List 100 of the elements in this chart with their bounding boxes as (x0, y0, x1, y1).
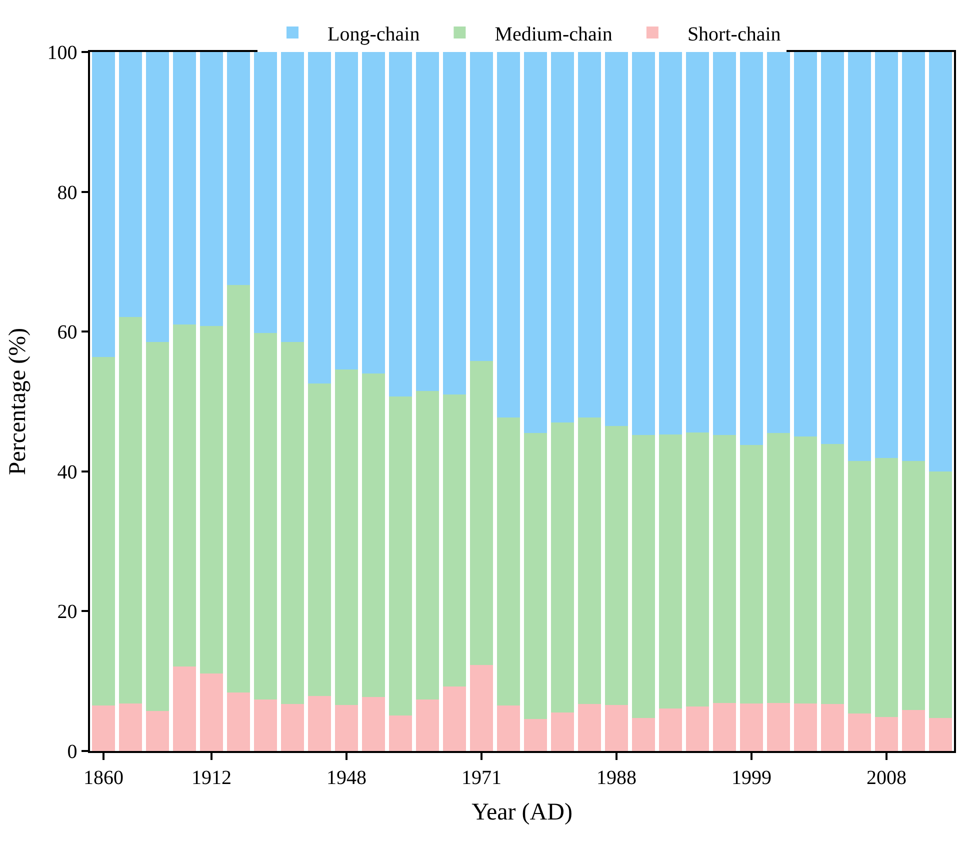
bar (308, 52, 331, 384)
x-tick-label: 1948 (326, 766, 366, 789)
bar (929, 718, 952, 751)
bar (794, 436, 817, 704)
bar (281, 342, 304, 704)
bar (146, 342, 169, 712)
bar (227, 284, 250, 692)
bar (767, 52, 790, 433)
bar (875, 716, 898, 751)
bar (119, 703, 142, 751)
bar (821, 444, 844, 704)
bar (632, 52, 655, 436)
x-tick-label: 2008 (866, 766, 906, 789)
bar (497, 706, 520, 751)
bar (497, 418, 520, 706)
y-tick-label: 20 (57, 601, 78, 624)
bar (389, 396, 412, 716)
bar (443, 52, 466, 395)
bar (281, 704, 304, 751)
bar (254, 333, 277, 700)
bar (200, 673, 223, 751)
bar (902, 460, 925, 710)
bar (416, 391, 439, 700)
y-axis-title: Percentage (%) (4, 328, 31, 476)
bar (281, 52, 304, 342)
bar (416, 699, 439, 751)
bar (173, 666, 196, 751)
bar (794, 52, 817, 436)
x-tick-label: 1999 (732, 766, 772, 789)
bar (389, 52, 412, 397)
bar (308, 696, 331, 751)
bar (227, 692, 250, 751)
bar (227, 52, 250, 285)
bar (659, 52, 682, 434)
bar (875, 458, 898, 717)
bar (929, 52, 952, 472)
bar (470, 360, 493, 666)
bar (605, 426, 628, 705)
bar (173, 52, 196, 325)
bar (146, 52, 169, 342)
bar (335, 704, 358, 751)
bar (686, 432, 709, 706)
bar (416, 52, 439, 392)
legend-label: Long-chain (328, 23, 420, 46)
y-tick-label: 60 (57, 322, 78, 344)
bar (470, 52, 493, 361)
bar (848, 52, 871, 461)
y-tick-label: 0 (67, 741, 78, 763)
x-tick-label: 1860 (84, 766, 124, 789)
bar (146, 711, 169, 751)
x-tick-label: 1988 (596, 766, 636, 789)
bar (92, 356, 115, 706)
bar (767, 432, 790, 703)
y-tick-label: 80 (57, 182, 78, 204)
bar (308, 383, 331, 696)
legend-label: Short-chain (687, 23, 781, 46)
bar (551, 422, 574, 713)
bar (524, 52, 547, 433)
legend-label: Medium-chain (494, 23, 612, 46)
bar (443, 686, 466, 751)
bar (794, 703, 817, 751)
bar (713, 435, 736, 703)
bar (848, 460, 871, 714)
bar (578, 418, 601, 704)
bar (821, 704, 844, 751)
bar (632, 435, 655, 718)
bar (443, 394, 466, 687)
x-tick-label: 1971 (462, 766, 502, 789)
bar (848, 713, 871, 751)
bar (119, 316, 142, 704)
bar (335, 369, 358, 705)
bar (686, 52, 709, 432)
bar (389, 715, 412, 751)
bar (497, 52, 520, 418)
bar (551, 52, 574, 422)
bar (254, 699, 277, 751)
bar (659, 708, 682, 751)
bar (200, 326, 223, 674)
bar (578, 52, 601, 418)
bar (524, 718, 547, 751)
bar (92, 52, 115, 357)
bar (659, 434, 682, 708)
bar (92, 706, 115, 751)
bar (767, 702, 790, 751)
bar (524, 432, 547, 719)
bar (713, 702, 736, 751)
bar (173, 324, 196, 666)
bar (740, 444, 763, 704)
bar (713, 52, 736, 436)
bar (740, 703, 763, 751)
bar (362, 374, 385, 698)
bar (821, 52, 844, 444)
bar (119, 52, 142, 317)
bar (605, 704, 628, 751)
bar (551, 712, 574, 751)
bar (362, 52, 385, 374)
y-tick-label: 100 (47, 42, 78, 64)
bar (335, 52, 358, 370)
bar (740, 52, 763, 445)
y-tick-label: 40 (57, 461, 78, 484)
